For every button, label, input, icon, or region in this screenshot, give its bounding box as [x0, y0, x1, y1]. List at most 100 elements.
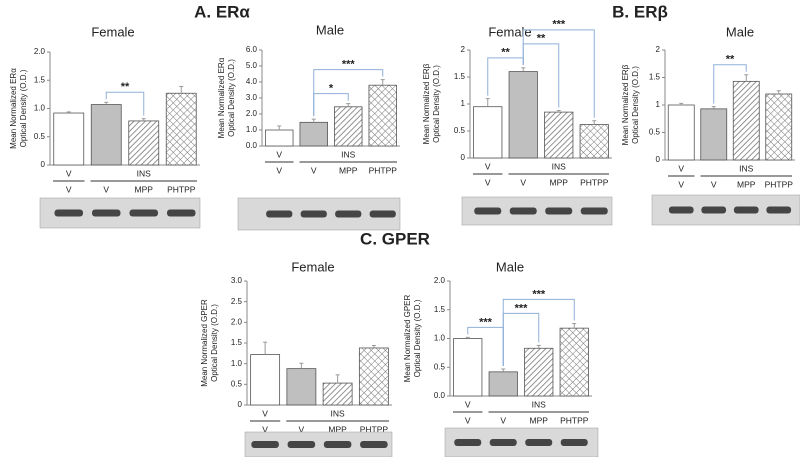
- group-label: V: [262, 408, 268, 418]
- x-tick-label: MPP: [530, 415, 549, 425]
- y-tick-label: 3.0: [231, 276, 243, 285]
- blot-band: [251, 441, 279, 448]
- blot-band: [300, 210, 327, 218]
- group-label: INS: [341, 149, 356, 159]
- significance-label: **: [726, 54, 735, 66]
- y-tick-label: 2.0: [434, 276, 446, 285]
- significance-bracket: [522, 29, 595, 118]
- y-tick-label: 1.0: [231, 359, 243, 368]
- y-tick-label: 4.0: [246, 77, 258, 86]
- panel-title: A. ERα: [194, 2, 250, 21]
- blot-band: [474, 207, 502, 215]
- bar: [358, 347, 389, 406]
- y-tick-label: 0.0: [246, 141, 258, 150]
- x-tick-label: PHTPP: [560, 415, 589, 425]
- significance-bracket: [313, 69, 384, 117]
- bar: [473, 106, 503, 159]
- x-tick-label: MPP: [328, 424, 347, 434]
- group-label: V: [465, 399, 471, 409]
- blot-band: [489, 439, 517, 446]
- bar: [524, 347, 554, 397]
- bar: [299, 121, 328, 147]
- blot-band: [560, 439, 588, 446]
- y-axis-label: Mean Normalized GPEROptical Density (O.D…: [403, 294, 422, 382]
- significance-label: **: [501, 47, 510, 59]
- y-tick-label: 6.0: [246, 45, 258, 54]
- y-axis-label: Mean Normalized ERβOptical Density (O.D.…: [621, 64, 640, 145]
- blot-band: [580, 207, 608, 215]
- y-axis-label-line: Optical Density (O.D.): [19, 69, 28, 147]
- y-tick-label: 0: [41, 160, 46, 169]
- y-axis-label-line: Optical Density (O.D.): [227, 59, 236, 137]
- blot-band: [454, 439, 482, 446]
- y-tick-label: 2.0: [246, 109, 258, 118]
- y-tick-label: 0: [461, 153, 466, 162]
- blot-band: [54, 209, 83, 217]
- x-tick-label: PHTPP: [167, 184, 196, 194]
- blot-band: [369, 210, 396, 218]
- significance-label: **: [121, 81, 130, 93]
- bar: [265, 129, 294, 147]
- y-tick-label: 0: [238, 400, 243, 409]
- x-tick-label: PHTPP: [765, 179, 794, 189]
- chart-title: Male: [316, 22, 344, 37]
- x-tick-label: V: [311, 165, 317, 175]
- bar: [579, 124, 609, 159]
- significance-bracket: [713, 64, 747, 104]
- y-axis-label: Mean Normalized GPEROptical Density (O.D…: [200, 299, 219, 387]
- blot-band: [266, 210, 293, 218]
- bar: [559, 327, 589, 397]
- blot-band: [509, 207, 537, 215]
- group-label: INS: [552, 161, 567, 171]
- y-axis-label: Mean Normalized ERαOptical Density (O.D.…: [217, 57, 236, 138]
- significance-bracket: [105, 91, 145, 116]
- y-tick-label: 5.0: [246, 61, 258, 70]
- panel-title: B. ERβ: [612, 2, 668, 21]
- significance-label: **: [537, 33, 546, 45]
- group-label: INS: [331, 408, 346, 418]
- x-tick-label: V: [299, 424, 305, 434]
- significance-bracket: [502, 298, 575, 366]
- y-axis-label-line: Mean Normalized ERβ: [621, 64, 630, 145]
- x-tick-label: MPP: [135, 184, 154, 194]
- y-tick-label: 0.5: [231, 379, 243, 388]
- x-tick-label: V: [465, 415, 471, 425]
- y-tick-label: 2.0: [34, 47, 46, 56]
- bar: [250, 354, 281, 406]
- significance-label: *: [329, 83, 334, 95]
- y-axis-label-line: Optical Density (O.D.): [413, 299, 422, 377]
- blot-band: [167, 209, 196, 217]
- chart-title: Male: [496, 259, 524, 274]
- bar: [488, 371, 518, 397]
- y-axis-label-line: Mean Normalized GPER: [403, 294, 412, 382]
- bar: [700, 108, 728, 161]
- y-tick-label: 1.0: [246, 125, 258, 134]
- significance-label: ***: [342, 59, 356, 71]
- y-tick-label: 1.5: [231, 338, 243, 347]
- y-tick-label: 1: [656, 100, 661, 109]
- blot-band: [545, 207, 573, 215]
- y-tick-label: 0.5: [454, 126, 466, 135]
- blot-band: [129, 209, 158, 217]
- group-label: V: [485, 161, 491, 171]
- y-tick-label: 2: [656, 45, 661, 54]
- x-tick-label: V: [262, 424, 268, 434]
- group-label: V: [66, 168, 72, 178]
- y-tick-label: 2.5: [231, 297, 243, 306]
- group-label: INS: [739, 163, 754, 173]
- blot-band: [525, 439, 553, 446]
- y-axis-label-line: Optical Density (O.D.): [631, 66, 640, 144]
- bar: [667, 104, 695, 161]
- y-axis-label-line: Mean Normalized ERα: [9, 68, 18, 149]
- bar: [368, 84, 397, 147]
- panel-title: C. GPER: [360, 229, 430, 248]
- group-label: V: [678, 163, 684, 173]
- y-tick-label: 1: [461, 99, 466, 108]
- y-tick-label: 0.5: [649, 128, 661, 137]
- y-tick-label: 3.0: [246, 93, 258, 102]
- y-tick-label: 0.5: [434, 362, 446, 371]
- bar: [765, 93, 793, 161]
- blot-band: [733, 206, 759, 214]
- x-tick-label: V: [66, 184, 72, 194]
